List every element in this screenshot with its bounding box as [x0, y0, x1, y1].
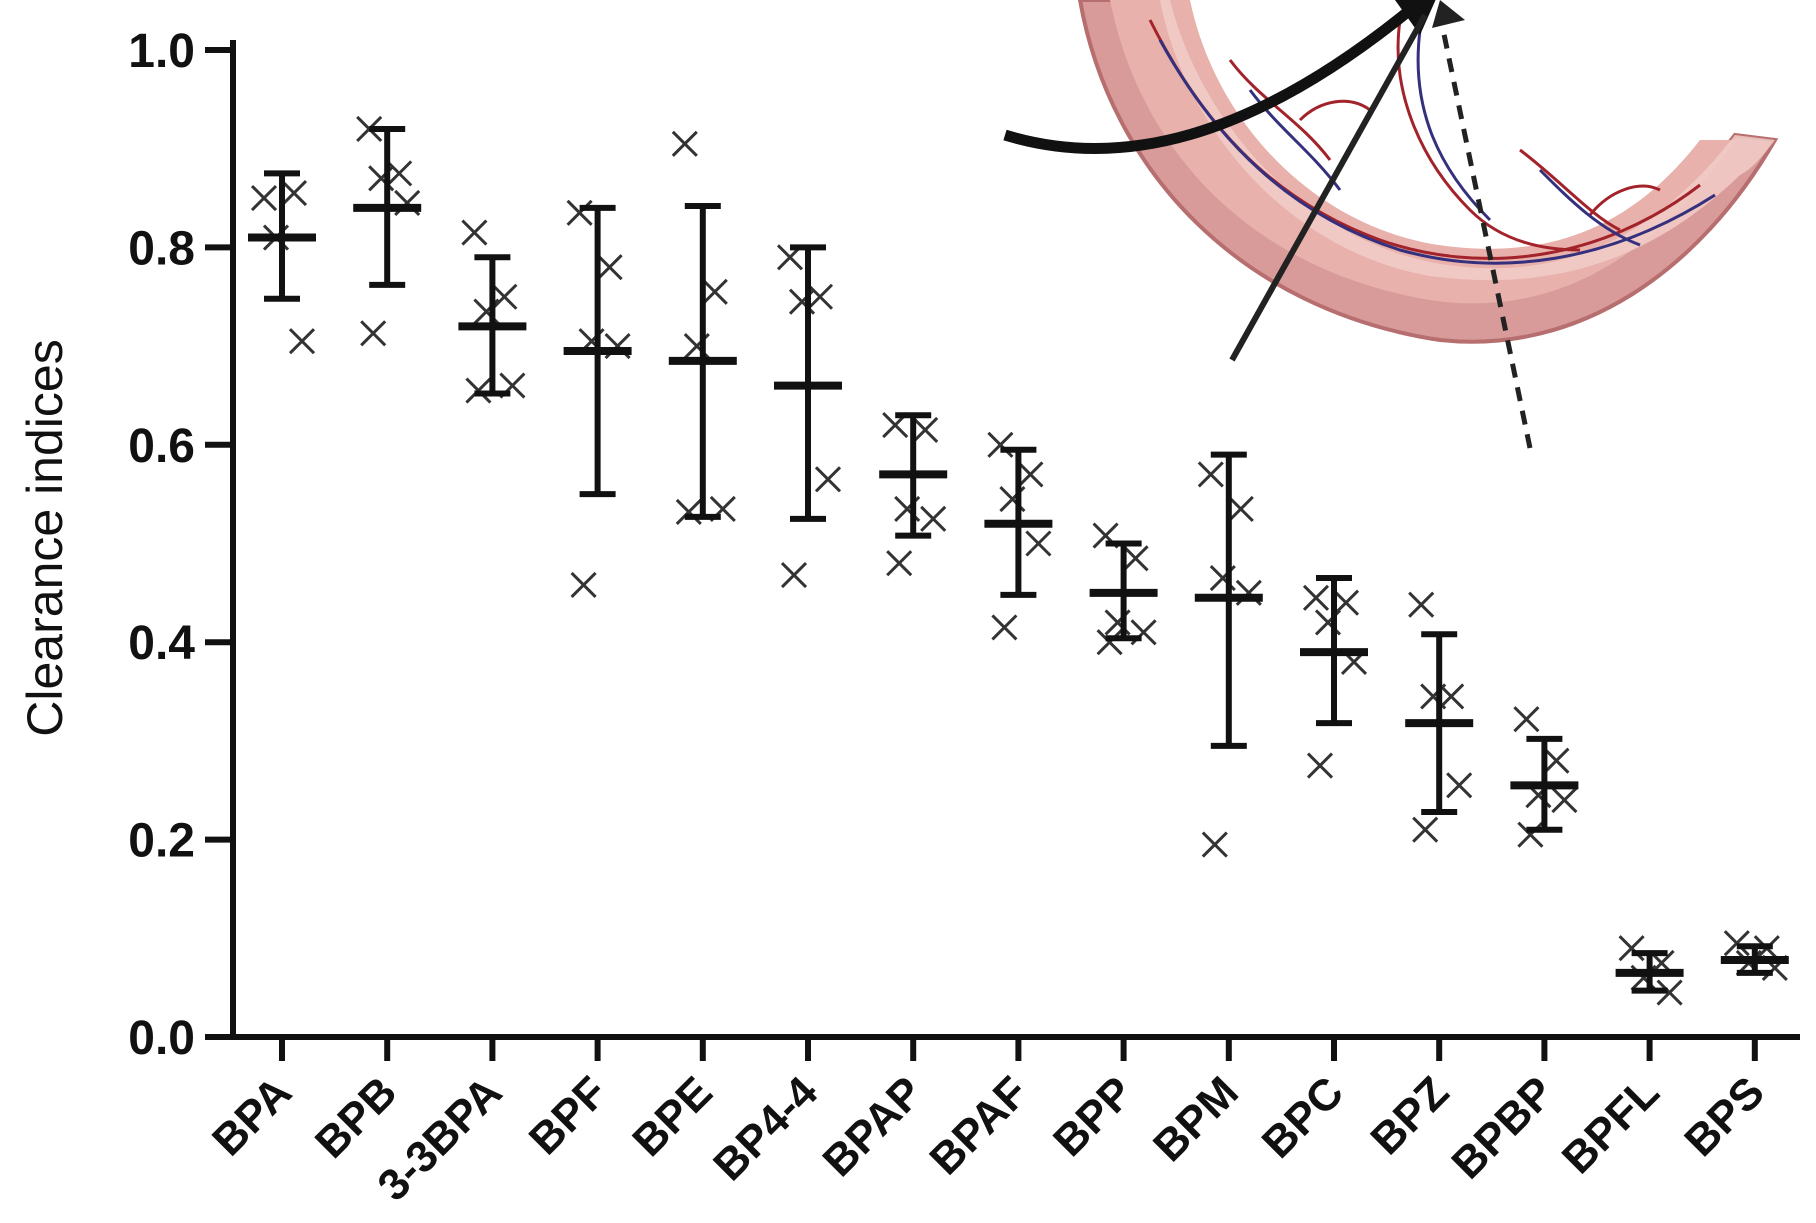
data-point-marker — [675, 498, 702, 525]
data-point-marker — [806, 283, 834, 310]
data-point-marker — [1408, 591, 1435, 618]
x-category-label: BPAP — [813, 1067, 932, 1186]
error-bar — [774, 244, 842, 522]
error-bar — [1089, 540, 1158, 642]
x-category-label: BPFL — [1553, 1067, 1669, 1183]
data-point-marker — [671, 130, 698, 157]
x-category-label: BPF — [520, 1067, 617, 1164]
data-point-marker — [1618, 935, 1645, 962]
error-bar — [1405, 631, 1474, 815]
y-axis: 0.0 0.2 0.4 0.6 0.8 1.0 — [128, 25, 236, 1065]
data-point-marker — [1656, 979, 1683, 1006]
data-point-marker — [1412, 816, 1439, 843]
data-point-marker — [1543, 747, 1570, 774]
data-point-marker — [570, 571, 597, 599]
straight-arrow — [1229, 13, 1428, 362]
x-category-label: BPP — [1044, 1067, 1143, 1166]
error-bar — [458, 254, 527, 397]
x-category-label: BPS — [1675, 1067, 1774, 1166]
y-tick-label: 0.2 — [128, 815, 195, 868]
x-category-label: BPAF — [920, 1067, 1037, 1184]
error-bar — [1615, 950, 1684, 994]
error-bar — [1300, 575, 1368, 727]
error-bar — [879, 412, 948, 539]
data-point-marker — [280, 180, 308, 207]
data-point-marker — [491, 283, 518, 310]
data-point-marker — [912, 416, 939, 444]
x-category-label: BP4-4 — [704, 1067, 827, 1190]
error-bar — [1194, 451, 1263, 749]
data-point-marker — [814, 466, 842, 493]
placenta-illustration — [1003, 0, 1779, 449]
y-tick-label: 0.8 — [128, 222, 195, 275]
data-point-marker — [780, 562, 808, 589]
data-point-marker — [920, 505, 947, 532]
data-point-marker — [886, 550, 913, 577]
data-point-marker — [1201, 831, 1228, 858]
data-point-marker — [360, 320, 387, 347]
error-bar — [563, 204, 632, 498]
error-bar — [668, 202, 737, 520]
error-bar — [1510, 735, 1579, 833]
y-tick-label: 0.6 — [128, 420, 195, 473]
error-bars — [248, 125, 1789, 994]
data-point-marker — [1306, 752, 1334, 779]
data-point-marker — [1025, 530, 1052, 557]
x-category-label: BPA — [203, 1067, 301, 1165]
x-category-label: BPE — [623, 1067, 722, 1166]
data-point-marker — [1096, 629, 1123, 656]
data-point-marker — [461, 219, 488, 246]
data-point-marker — [250, 184, 278, 212]
data-point-marker — [1122, 545, 1149, 572]
placenta-inner-tissue — [1110, 0, 1735, 304]
y-tick-label: 1.0 — [128, 25, 195, 78]
data-point-marker — [1197, 461, 1224, 488]
curved-arrow — [1003, 5, 1414, 154]
dashed-arrow — [1437, 14, 1533, 449]
data-point-marker — [987, 431, 1014, 458]
data-point-marker — [1517, 821, 1544, 848]
error-bar — [1720, 943, 1789, 976]
x-category-label: BPBP — [1442, 1067, 1563, 1188]
error-bar — [353, 125, 422, 288]
x-category-label: BPZ — [1361, 1067, 1458, 1164]
data-point-marker — [288, 328, 316, 355]
y-tick-label: 0.4 — [128, 617, 195, 670]
data-point-marker — [596, 254, 623, 281]
error-bar — [248, 170, 316, 302]
x-category-label: BPM — [1144, 1067, 1248, 1171]
error-bar — [984, 446, 1053, 598]
x-category-label: BPC — [1253, 1067, 1353, 1167]
data-point-marker — [1551, 787, 1578, 814]
data-point-marker — [1302, 584, 1330, 611]
curved-arrowhead — [1395, 0, 1436, 35]
y-tick-label: 0.0 — [128, 1012, 195, 1065]
y-axis-title: Clearance indices — [17, 339, 73, 736]
data-point-marker — [566, 199, 593, 226]
data-point-marker — [1513, 706, 1540, 733]
dashed-arrowhead — [1432, 0, 1465, 28]
data-point-marker — [701, 278, 728, 305]
data-point-marker — [1446, 772, 1473, 799]
data-point-marker — [991, 614, 1018, 641]
data-point-marker — [386, 160, 413, 187]
data-point-marker — [1227, 495, 1254, 523]
data-point-marker — [1017, 461, 1044, 488]
